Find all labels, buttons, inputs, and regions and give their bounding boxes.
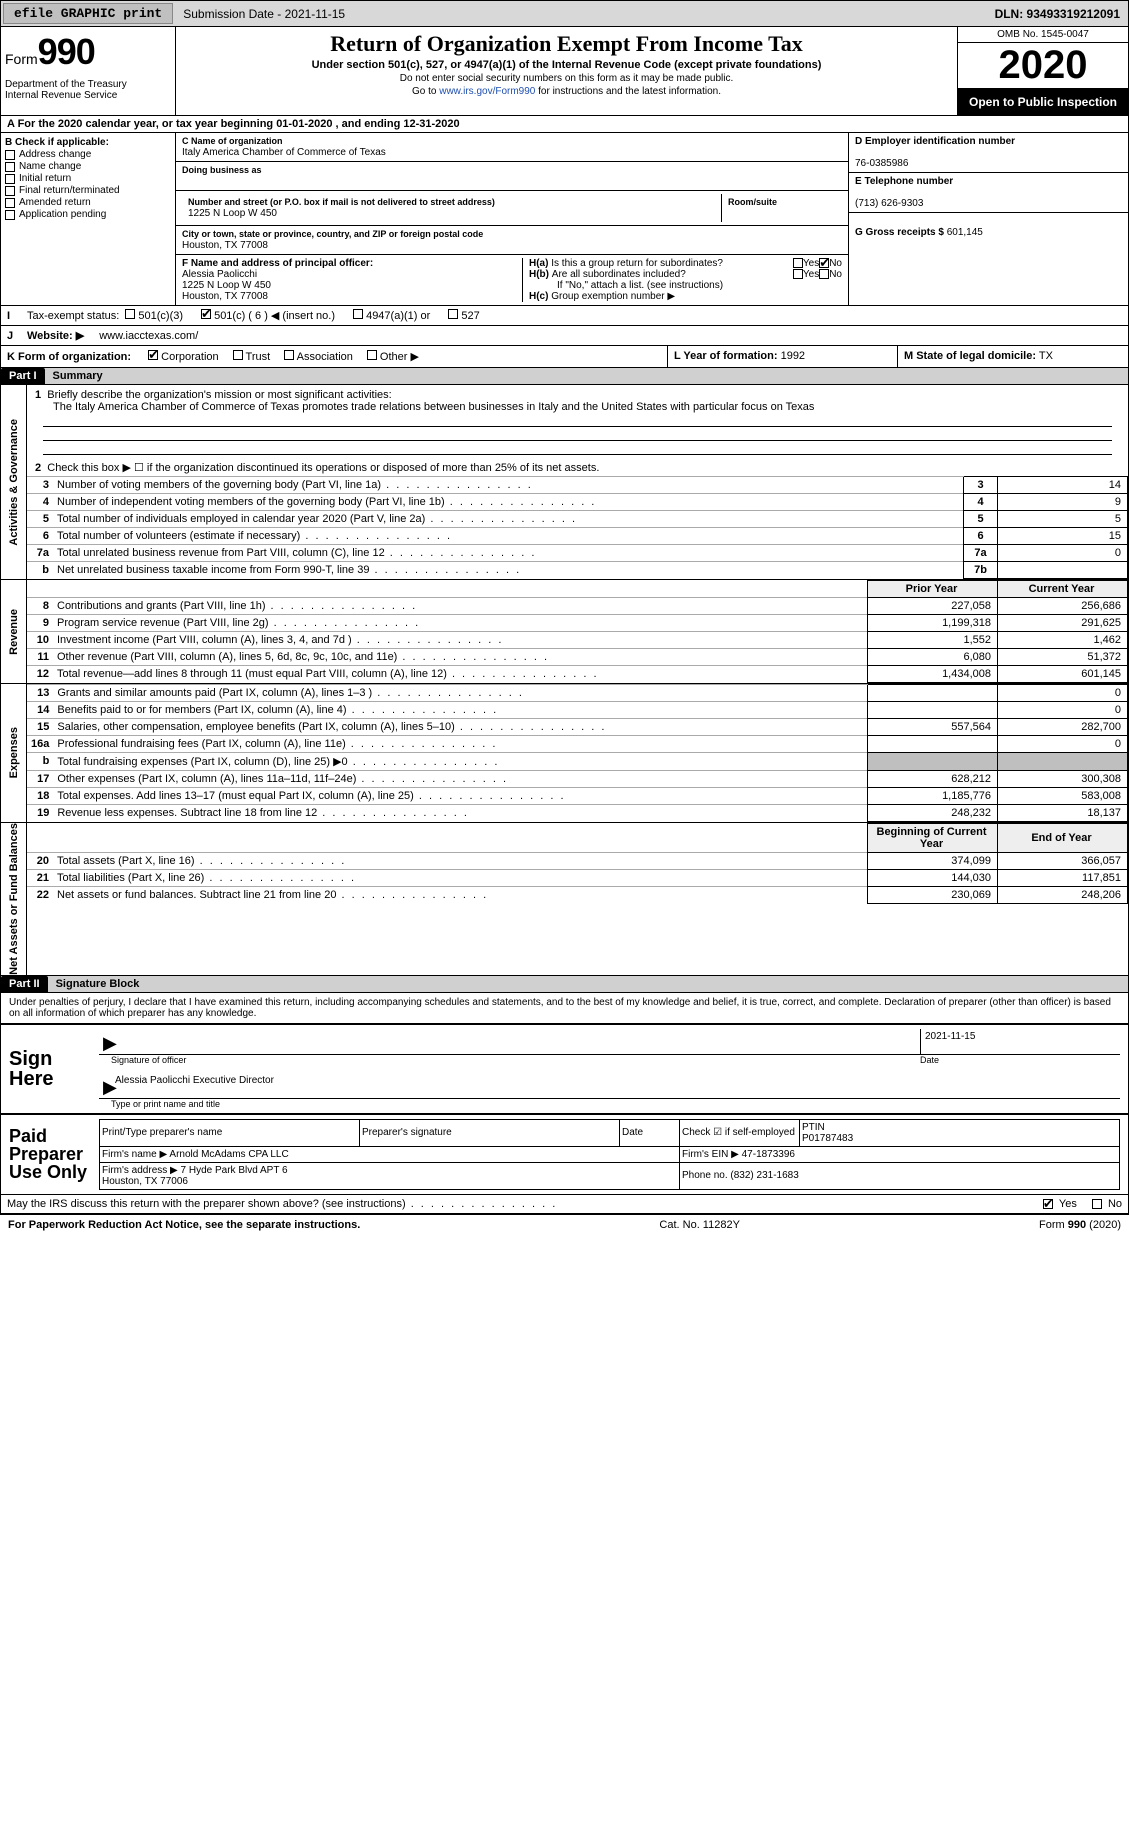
table-row: 11Other revenue (Part VIII, column (A), …	[27, 649, 1128, 666]
exempt-opt-1[interactable]: 501(c) ( 6 ) ◀ (insert no.)	[201, 309, 335, 322]
department-label: Department of the Treasury Internal Reve…	[5, 79, 171, 101]
section-e-phone: E Telephone number (713) 626-9303	[849, 173, 1128, 213]
checkbox-name-change[interactable]: Name change	[5, 161, 171, 172]
table-row: 5Total number of individuals employed in…	[27, 511, 1128, 528]
omb-number: OMB No. 1545-0047	[958, 27, 1128, 43]
table-row: 12Total revenue—add lines 8 through 11 (…	[27, 666, 1128, 683]
row-i-exempt-status: ITax-exempt status: 501(c)(3) 501(c) ( 6…	[0, 306, 1129, 326]
open-to-public: Open to Public Inspection	[958, 89, 1128, 115]
table-row: 17Other expenses (Part IX, column (A), l…	[27, 771, 1128, 788]
form-number: Form990	[5, 31, 171, 73]
discuss-yes-checkbox[interactable]	[1043, 1199, 1053, 1209]
table-row: 13Grants and similar amounts paid (Part …	[27, 685, 1128, 702]
section-d-ein: D Employer identification number 76-0385…	[849, 133, 1128, 173]
section-h: H(a) Is this a group return for subordin…	[522, 258, 842, 302]
exempt-opt-2[interactable]: 4947(a)(1) or	[353, 309, 430, 322]
form-subtitle: Under section 501(c), 527, or 4947(a)(1)…	[184, 59, 949, 71]
org-form-opt-0[interactable]: Corporation	[148, 351, 219, 363]
activities-governance-section: Activities & Governance 1 Briefly descri…	[0, 385, 1129, 580]
street-cell: Number and street (or P.O. box if mail i…	[176, 191, 848, 226]
table-row: 4Number of independent voting members of…	[27, 494, 1128, 511]
checkbox-amended-return[interactable]: Amended return	[5, 197, 171, 208]
irs-discuss-row: May the IRS discuss this return with the…	[0, 1195, 1129, 1214]
table-row: 15Salaries, other compensation, employee…	[27, 719, 1128, 736]
form-title: Return of Organization Exempt From Incom…	[184, 31, 949, 57]
sign-here-label: Sign Here	[9, 1029, 99, 1109]
form-header: Form990 Department of the Treasury Inter…	[0, 27, 1129, 116]
table-row: 18Total expenses. Add lines 13–17 (must …	[27, 788, 1128, 805]
org-name-cell: C Name of organization Italy America Cha…	[176, 133, 848, 162]
table-row: 9Program service revenue (Part VIII, lin…	[27, 615, 1128, 632]
revenue-table: Prior YearCurrent Year8Contributions and…	[27, 580, 1128, 683]
table-row: 22Net assets or fund balances. Subtract …	[27, 887, 1128, 904]
section-f-officer: F Name and address of principal officer:…	[182, 258, 522, 302]
net-assets-table: Beginning of Current YearEnd of Year20To…	[27, 823, 1128, 904]
exempt-opt-0[interactable]: 501(c)(3)	[125, 309, 183, 322]
table-row: 16aProfessional fundraising fees (Part I…	[27, 736, 1128, 753]
part-ii-header: Part II Signature Block	[0, 976, 1129, 993]
discuss-no-checkbox[interactable]	[1092, 1199, 1102, 1209]
identity-block: B Check if applicable: Address changeNam…	[0, 133, 1129, 306]
dln-number: DLN: 93493319212091	[987, 5, 1128, 23]
table-row: 3Number of voting members of the governi…	[27, 477, 1128, 494]
org-form-opt-2[interactable]: Association	[284, 351, 353, 363]
table-row: bTotal fundraising expenses (Part IX, co…	[27, 753, 1128, 771]
submission-date: Submission Date - 2021-11-15	[175, 5, 353, 23]
org-form-opt-3[interactable]: Other ▶	[367, 351, 419, 363]
table-row: 19Revenue less expenses. Subtract line 1…	[27, 805, 1128, 822]
paid-preparer-table: Print/Type preparer's name Preparer's si…	[99, 1119, 1120, 1190]
city-cell: City or town, state or province, country…	[176, 226, 848, 255]
row-a-tax-year: A For the 2020 calendar year, or tax yea…	[0, 116, 1129, 133]
ssn-warning: Do not enter social security numbers on …	[184, 73, 949, 84]
checkbox-application-pending[interactable]: Application pending	[5, 209, 171, 220]
triangle-icon	[99, 1073, 111, 1098]
efile-print-button[interactable]: efile GRAPHIC print	[3, 3, 173, 24]
table-row: 21Total liabilities (Part X, line 26)144…	[27, 870, 1128, 887]
governance-table: 3Number of voting members of the governi…	[27, 476, 1128, 579]
page-footer: For Paperwork Reduction Act Notice, see …	[0, 1214, 1129, 1235]
penalties-text: Under penalties of perjury, I declare th…	[0, 993, 1129, 1024]
instructions-link-row: Go to www.irs.gov/Form990 for instructio…	[184, 86, 949, 97]
table-row: 14Benefits paid to or for members (Part …	[27, 702, 1128, 719]
website-value: www.iacctexas.com/	[99, 330, 198, 342]
dba-cell: Doing business as	[176, 162, 848, 191]
instructions-link[interactable]: www.irs.gov/Form990	[439, 86, 535, 97]
checkbox-final-return-terminated[interactable]: Final return/terminated	[5, 185, 171, 196]
checkbox-address-change[interactable]: Address change	[5, 149, 171, 160]
checkbox-initial-return[interactable]: Initial return	[5, 173, 171, 184]
sign-date: 2021-11-15	[920, 1029, 1120, 1054]
mission-text: The Italy America Chamber of Commerce of…	[35, 401, 1120, 413]
row-j-website: JWebsite: ▶ www.iacctexas.com/	[0, 326, 1129, 346]
section-b-checkboxes: B Check if applicable: Address changeNam…	[1, 133, 176, 305]
net-assets-section: Net Assets or Fund Balances Beginning of…	[0, 823, 1129, 976]
paid-preparer-label: Paid Preparer Use Only	[9, 1119, 99, 1190]
row-klm: K Form of organization: Corporation Trus…	[0, 346, 1129, 368]
triangle-icon	[99, 1029, 111, 1054]
table-row: 10Investment income (Part VIII, column (…	[27, 632, 1128, 649]
org-name: Italy America Chamber of Commerce of Tex…	[182, 147, 386, 158]
org-form-opt-1[interactable]: Trust	[233, 351, 271, 363]
table-row: bNet unrelated business taxable income f…	[27, 562, 1128, 579]
top-toolbar: efile GRAPHIC print Submission Date - 20…	[0, 0, 1129, 27]
table-row: 8Contributions and grants (Part VIII, li…	[27, 598, 1128, 615]
expenses-section: Expenses 13Grants and similar amounts pa…	[0, 684, 1129, 823]
table-row: 7aTotal unrelated business revenue from …	[27, 545, 1128, 562]
tax-year: 2020	[958, 43, 1128, 89]
part-i-header: Part I Summary	[0, 368, 1129, 385]
expenses-table: 13Grants and similar amounts paid (Part …	[27, 684, 1128, 822]
section-g-receipts: G Gross receipts $ 601,145	[849, 213, 1128, 241]
officer-name: Alessia Paolicchi Executive Director	[111, 1073, 1120, 1098]
table-row: 20Total assets (Part X, line 16)374,0993…	[27, 853, 1128, 870]
revenue-section: Revenue Prior YearCurrent Year8Contribut…	[0, 580, 1129, 684]
table-row: 6Total number of volunteers (estimate if…	[27, 528, 1128, 545]
exempt-opt-3[interactable]: 527	[448, 309, 479, 322]
